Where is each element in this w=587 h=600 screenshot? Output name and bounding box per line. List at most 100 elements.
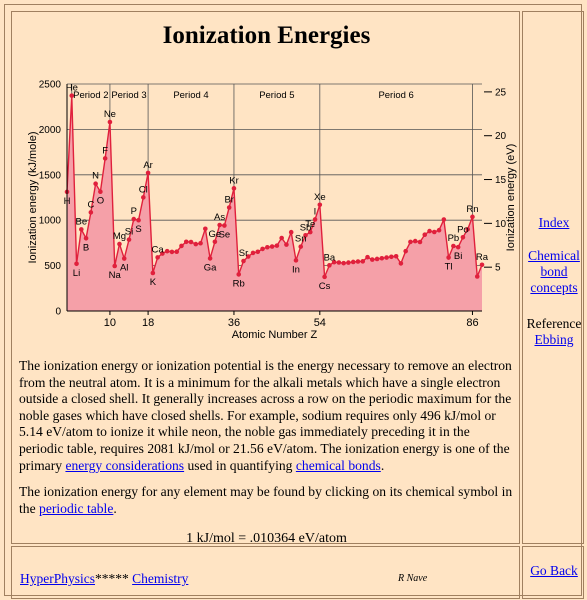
data-point (408, 239, 413, 245)
data-point (427, 228, 432, 234)
element-label: Ca (152, 244, 165, 255)
data-point (436, 227, 442, 233)
data-point (93, 181, 98, 186)
go-back-cell: Go Back (522, 546, 584, 599)
data-point (350, 259, 356, 265)
description-text-1: The ionization energy or ionization pote… (19, 358, 512, 473)
data-point (126, 237, 132, 242)
data-point (83, 235, 89, 241)
data-point (198, 240, 203, 246)
data-point (288, 229, 294, 235)
data-point (183, 239, 189, 245)
data-point (307, 229, 313, 235)
data-point (98, 189, 103, 194)
data-point (417, 239, 423, 245)
element-label: S (135, 224, 141, 235)
element-label: F (102, 145, 108, 156)
description-text-3: . (380, 457, 385, 473)
data-point (432, 229, 437, 235)
description-text-2: used in quantifying (184, 457, 296, 473)
unit-conversion: 1 kJ/mol = .010364 eV/atom (186, 531, 347, 546)
element-label: Na (109, 270, 122, 281)
element-label: Al (120, 263, 128, 274)
element-label: Ar (143, 160, 153, 171)
element-label: Cs (319, 281, 331, 292)
data-point (160, 251, 165, 256)
element-label: Be (75, 216, 87, 227)
y-tick-label: 1000 (39, 216, 62, 227)
element-label: Cl (139, 184, 148, 195)
data-point (374, 256, 380, 262)
footer-nav: HyperPhysics***** Chemistry (20, 571, 188, 587)
ebbing-link[interactable]: Ebbing (534, 332, 574, 347)
data-point (446, 255, 451, 260)
x-tick-label: 10 (104, 317, 116, 329)
data-point (69, 93, 75, 98)
element-label: Sn (295, 234, 307, 245)
data-point (169, 249, 175, 255)
hyperphysics-link[interactable]: HyperPhysics (20, 571, 95, 586)
data-point (293, 258, 299, 263)
element-label: Sr (239, 248, 249, 259)
y-tick-label: 0 (55, 307, 61, 318)
data-point (260, 246, 265, 252)
data-point (327, 263, 332, 268)
data-point (203, 226, 208, 232)
lookup-text-1: The ionization energy for any element ma… (19, 484, 513, 516)
element-label: Ga (204, 262, 217, 273)
data-point (312, 217, 318, 222)
data-point (141, 195, 146, 200)
y-tick-label: 500 (44, 261, 61, 272)
chemistry-link[interactable]: Chemistry (132, 571, 189, 586)
element-label: He (66, 83, 78, 94)
element-label: In (292, 264, 300, 275)
element-label: I (314, 207, 317, 218)
periodic-table-link[interactable]: periodic table (39, 500, 114, 516)
data-point (164, 248, 170, 254)
data-point (379, 255, 385, 261)
data-point (145, 170, 151, 176)
data-point (451, 243, 456, 249)
data-point (74, 261, 79, 267)
x-tick-label: 18 (142, 317, 154, 329)
data-point (207, 256, 213, 261)
y2-tick-label: 20 (495, 131, 507, 142)
element-label: Rb (233, 278, 245, 289)
y-tick-label: 1500 (39, 170, 62, 181)
y-axis-title: Ionization energy (kJ/mole) (27, 131, 39, 263)
series-line (66, 95, 483, 278)
data-point (241, 258, 246, 264)
go-back-link[interactable]: Go Back (530, 563, 578, 578)
element-label: Bi (454, 251, 462, 262)
x-tick-label: 86 (466, 317, 478, 329)
data-point (150, 270, 156, 276)
data-point (360, 259, 366, 264)
element-label: Sb (300, 222, 312, 233)
data-point (217, 222, 222, 228)
period-label: Period 6 (378, 90, 413, 101)
element-label: P (131, 206, 137, 217)
data-point (403, 248, 408, 254)
element-label: C (87, 199, 94, 210)
data-point (88, 210, 94, 215)
element-label: Kr (229, 175, 239, 186)
element-label: Si (125, 227, 133, 238)
data-point (188, 239, 194, 245)
chemical-bond-concepts-link[interactable]: Chemical bond concepts (528, 248, 580, 295)
data-point (322, 274, 327, 280)
index-link[interactable]: Index (538, 215, 570, 230)
energy-considerations-link[interactable]: energy considerations (65, 457, 185, 473)
data-point (131, 216, 137, 222)
data-point (317, 202, 323, 208)
chemical-bonds-link[interactable]: chemical bonds (295, 457, 381, 473)
data-point (269, 244, 275, 249)
data-point (155, 255, 160, 260)
data-point (102, 156, 108, 161)
data-point (336, 260, 342, 265)
data-point (179, 243, 184, 249)
data-point (470, 214, 475, 220)
footer-stars: ***** (95, 571, 129, 586)
footer: HyperPhysics***** Chemistry R Nave (11, 546, 520, 599)
x-tick-label: 36 (228, 317, 240, 329)
element-label: K (150, 277, 157, 288)
